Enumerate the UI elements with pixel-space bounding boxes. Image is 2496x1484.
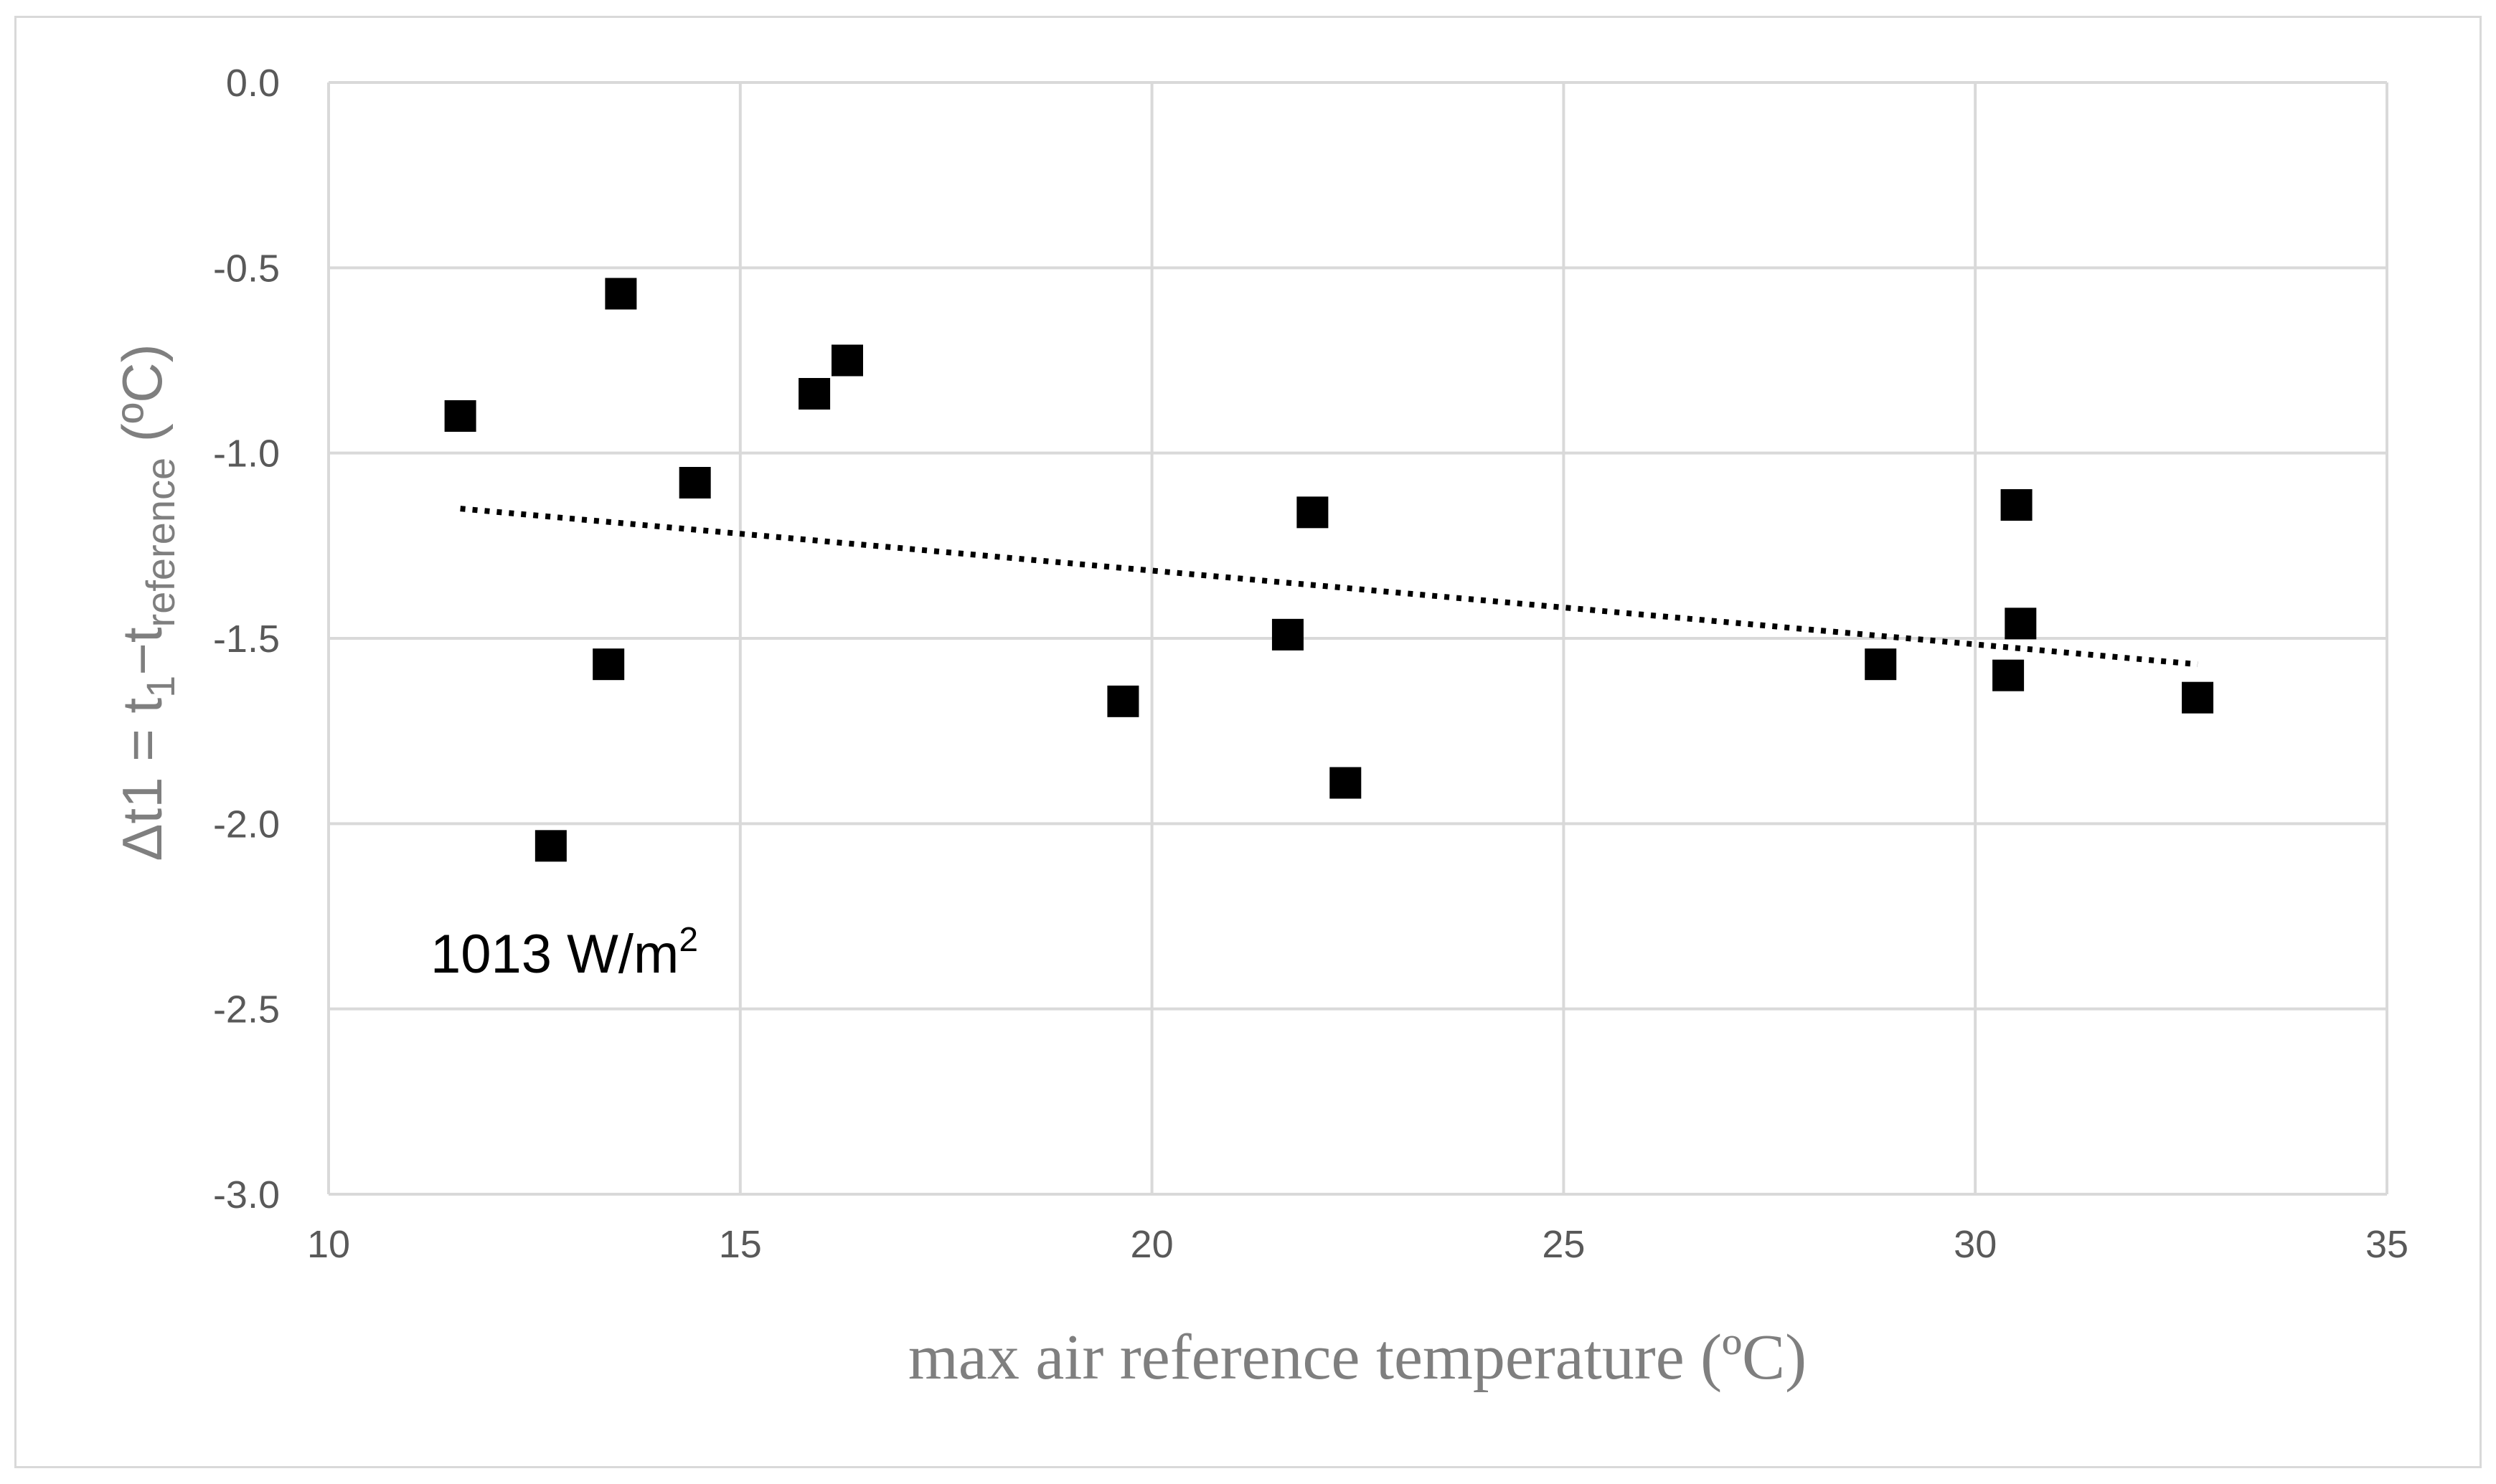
data-point [605,278,637,310]
chart-frame [14,16,2482,1468]
data-point [1992,659,2025,691]
y-tick-label: -1.5 [213,618,280,661]
data-point [2000,489,2033,521]
y-tick-label: -1.0 [213,433,280,476]
x-axis-label: max air reference temperature (ºC) [908,1322,1807,1393]
data-point [593,648,625,681]
y-tick-label: -0.5 [213,247,280,290]
data-point [1296,496,1329,529]
x-tick-label: 30 [1954,1223,1997,1266]
y-tick-label: -2.0 [213,803,280,846]
data-point [2182,681,2214,714]
y-label-unit: (ºC) [110,344,174,457]
data-point [1329,767,1362,799]
data-point [2005,608,2037,640]
data-point [1865,648,1897,681]
y-tick-label: 0.0 [226,62,280,105]
irradiance-annotation: 1013 W/m2 [430,921,698,985]
x-tick-label: 15 [719,1223,762,1266]
x-tick-label: 10 [307,1223,350,1266]
y-label-sub2: reference [138,458,183,628]
data-point [799,378,831,410]
gridlines [327,81,2388,1196]
data-points [444,278,2214,862]
data-point [534,830,567,862]
annotation-superscript: 2 [679,921,698,959]
trendline [460,506,2198,668]
y-tick-label: -3.0 [213,1173,280,1216]
trendline-group [460,506,2198,668]
data-point [444,400,476,432]
x-tick-label: 25 [1542,1223,1585,1266]
data-point [1107,685,1139,717]
x-tick-label: 35 [2365,1223,2408,1266]
y-axis-label: Δt1 = t1−treference (ºC) [110,344,183,861]
annotation-text: 1013 W/m [430,924,679,985]
y-label-main: Δt1 = t [110,698,174,861]
y-tick-label: -2.5 [213,988,280,1031]
y-label-sub1: 1 [138,676,183,698]
tick-labels: 0.0 -0.5 -1.0 -1.5 -2.0 -2.5 -3.0 10 15 20 25 30 35 [213,62,2408,1266]
data-point [679,467,711,498]
x-tick-label: 20 [1131,1223,1174,1266]
data-point [831,344,863,377]
data-point [1271,618,1304,651]
y-label-dash: −t [110,627,174,676]
